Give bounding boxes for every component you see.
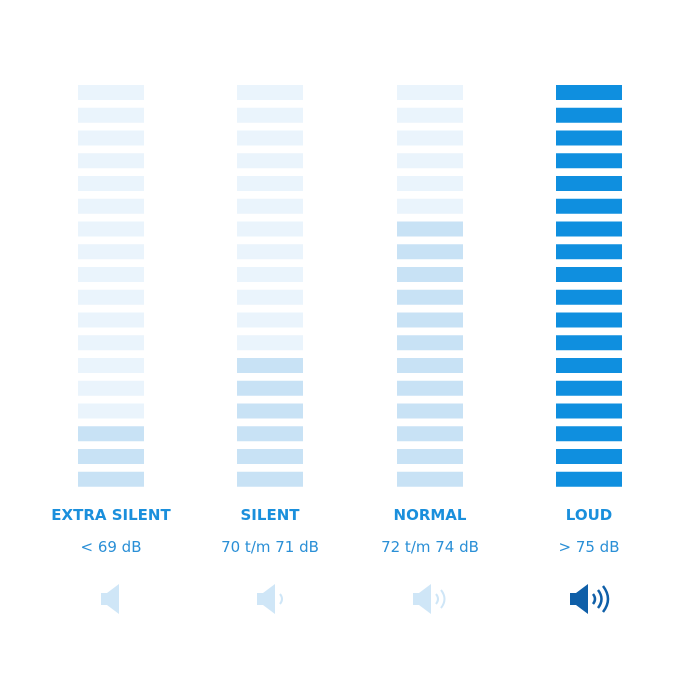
speaker-icon xyxy=(101,584,119,614)
level-segment-lit xyxy=(556,130,622,146)
level-segment-lit xyxy=(237,426,303,442)
level-segment-lit xyxy=(556,221,622,237)
level-segment xyxy=(237,153,303,169)
level-segment xyxy=(78,244,144,260)
level-segment xyxy=(78,358,144,373)
level-label: EXTRA SILENT xyxy=(51,506,171,524)
level-segment xyxy=(397,153,463,169)
level-segment-lit xyxy=(237,403,303,419)
level-range: 70 t/m 71 dB xyxy=(221,538,319,556)
level-segment-lit xyxy=(556,289,622,305)
level-label: SILENT xyxy=(241,506,301,524)
level-segment-lit xyxy=(397,289,463,305)
level-segment xyxy=(237,85,303,100)
level-segment-lit xyxy=(397,358,463,373)
level-segment xyxy=(237,312,303,328)
level-segment xyxy=(237,130,303,146)
speaker-icon xyxy=(257,584,283,614)
speaker-icon xyxy=(570,584,610,614)
speaker-icon xyxy=(413,584,446,614)
level-segment xyxy=(237,267,303,282)
level-segment-lit xyxy=(78,426,144,442)
level-segment-lit xyxy=(556,153,622,169)
level-segment-lit xyxy=(556,198,622,214)
level-range: < 69 dB xyxy=(80,538,141,556)
level-segment-lit xyxy=(78,471,144,487)
level-segment-lit xyxy=(556,471,622,487)
level-segment-lit xyxy=(397,380,463,396)
level-segment-lit xyxy=(397,267,463,282)
level-segment-lit xyxy=(556,176,622,191)
level-segment-lit xyxy=(237,471,303,487)
level-segment-lit xyxy=(78,449,144,464)
level-label: NORMAL xyxy=(394,506,467,524)
level-segment xyxy=(237,107,303,123)
level-segment-lit xyxy=(556,267,622,282)
level-segment-lit xyxy=(556,449,622,464)
level-segment xyxy=(78,176,144,191)
level-segment xyxy=(237,221,303,237)
level-segment-lit xyxy=(556,312,622,328)
level-segment-lit xyxy=(556,107,622,123)
level-segment xyxy=(397,107,463,123)
level-segment xyxy=(397,130,463,146)
level-label: LOUD xyxy=(566,506,612,524)
level-segment-lit xyxy=(556,244,622,260)
level-segment xyxy=(237,176,303,191)
level-segment xyxy=(78,403,144,419)
level-segment-lit xyxy=(397,426,463,442)
level-segment-lit xyxy=(556,380,622,396)
level-segment-lit xyxy=(397,403,463,419)
level-segment xyxy=(237,289,303,305)
level-range: > 75 dB xyxy=(558,538,619,556)
level-segment xyxy=(237,335,303,351)
level-segment xyxy=(78,380,144,396)
level-segment-lit xyxy=(397,312,463,328)
level-segment-lit xyxy=(237,358,303,373)
level-segment-lit xyxy=(397,221,463,237)
level-segment xyxy=(397,176,463,191)
level-segment xyxy=(397,198,463,214)
level-segment-lit xyxy=(556,358,622,373)
level-segment-lit xyxy=(556,403,622,419)
level-segment-lit xyxy=(397,471,463,487)
level-segment-lit xyxy=(556,335,622,351)
level-segment-lit xyxy=(397,449,463,464)
level-segment xyxy=(78,85,144,100)
level-segment-lit xyxy=(397,335,463,351)
level-segment-lit xyxy=(556,426,622,442)
level-segment xyxy=(78,130,144,146)
level-segment-lit xyxy=(556,85,622,100)
level-segment xyxy=(78,221,144,237)
level-segment xyxy=(78,312,144,328)
level-segment xyxy=(237,198,303,214)
level-segment xyxy=(397,85,463,100)
level-segment-lit xyxy=(237,449,303,464)
level-segment xyxy=(78,267,144,282)
level-segment-lit xyxy=(397,244,463,260)
level-segment xyxy=(237,244,303,260)
level-segment xyxy=(78,107,144,123)
level-segment-lit xyxy=(237,380,303,396)
level-segment xyxy=(78,198,144,214)
level-segment xyxy=(78,289,144,305)
level-segment xyxy=(78,153,144,169)
level-segment xyxy=(78,335,144,351)
level-range: 72 t/m 74 dB xyxy=(381,538,479,556)
